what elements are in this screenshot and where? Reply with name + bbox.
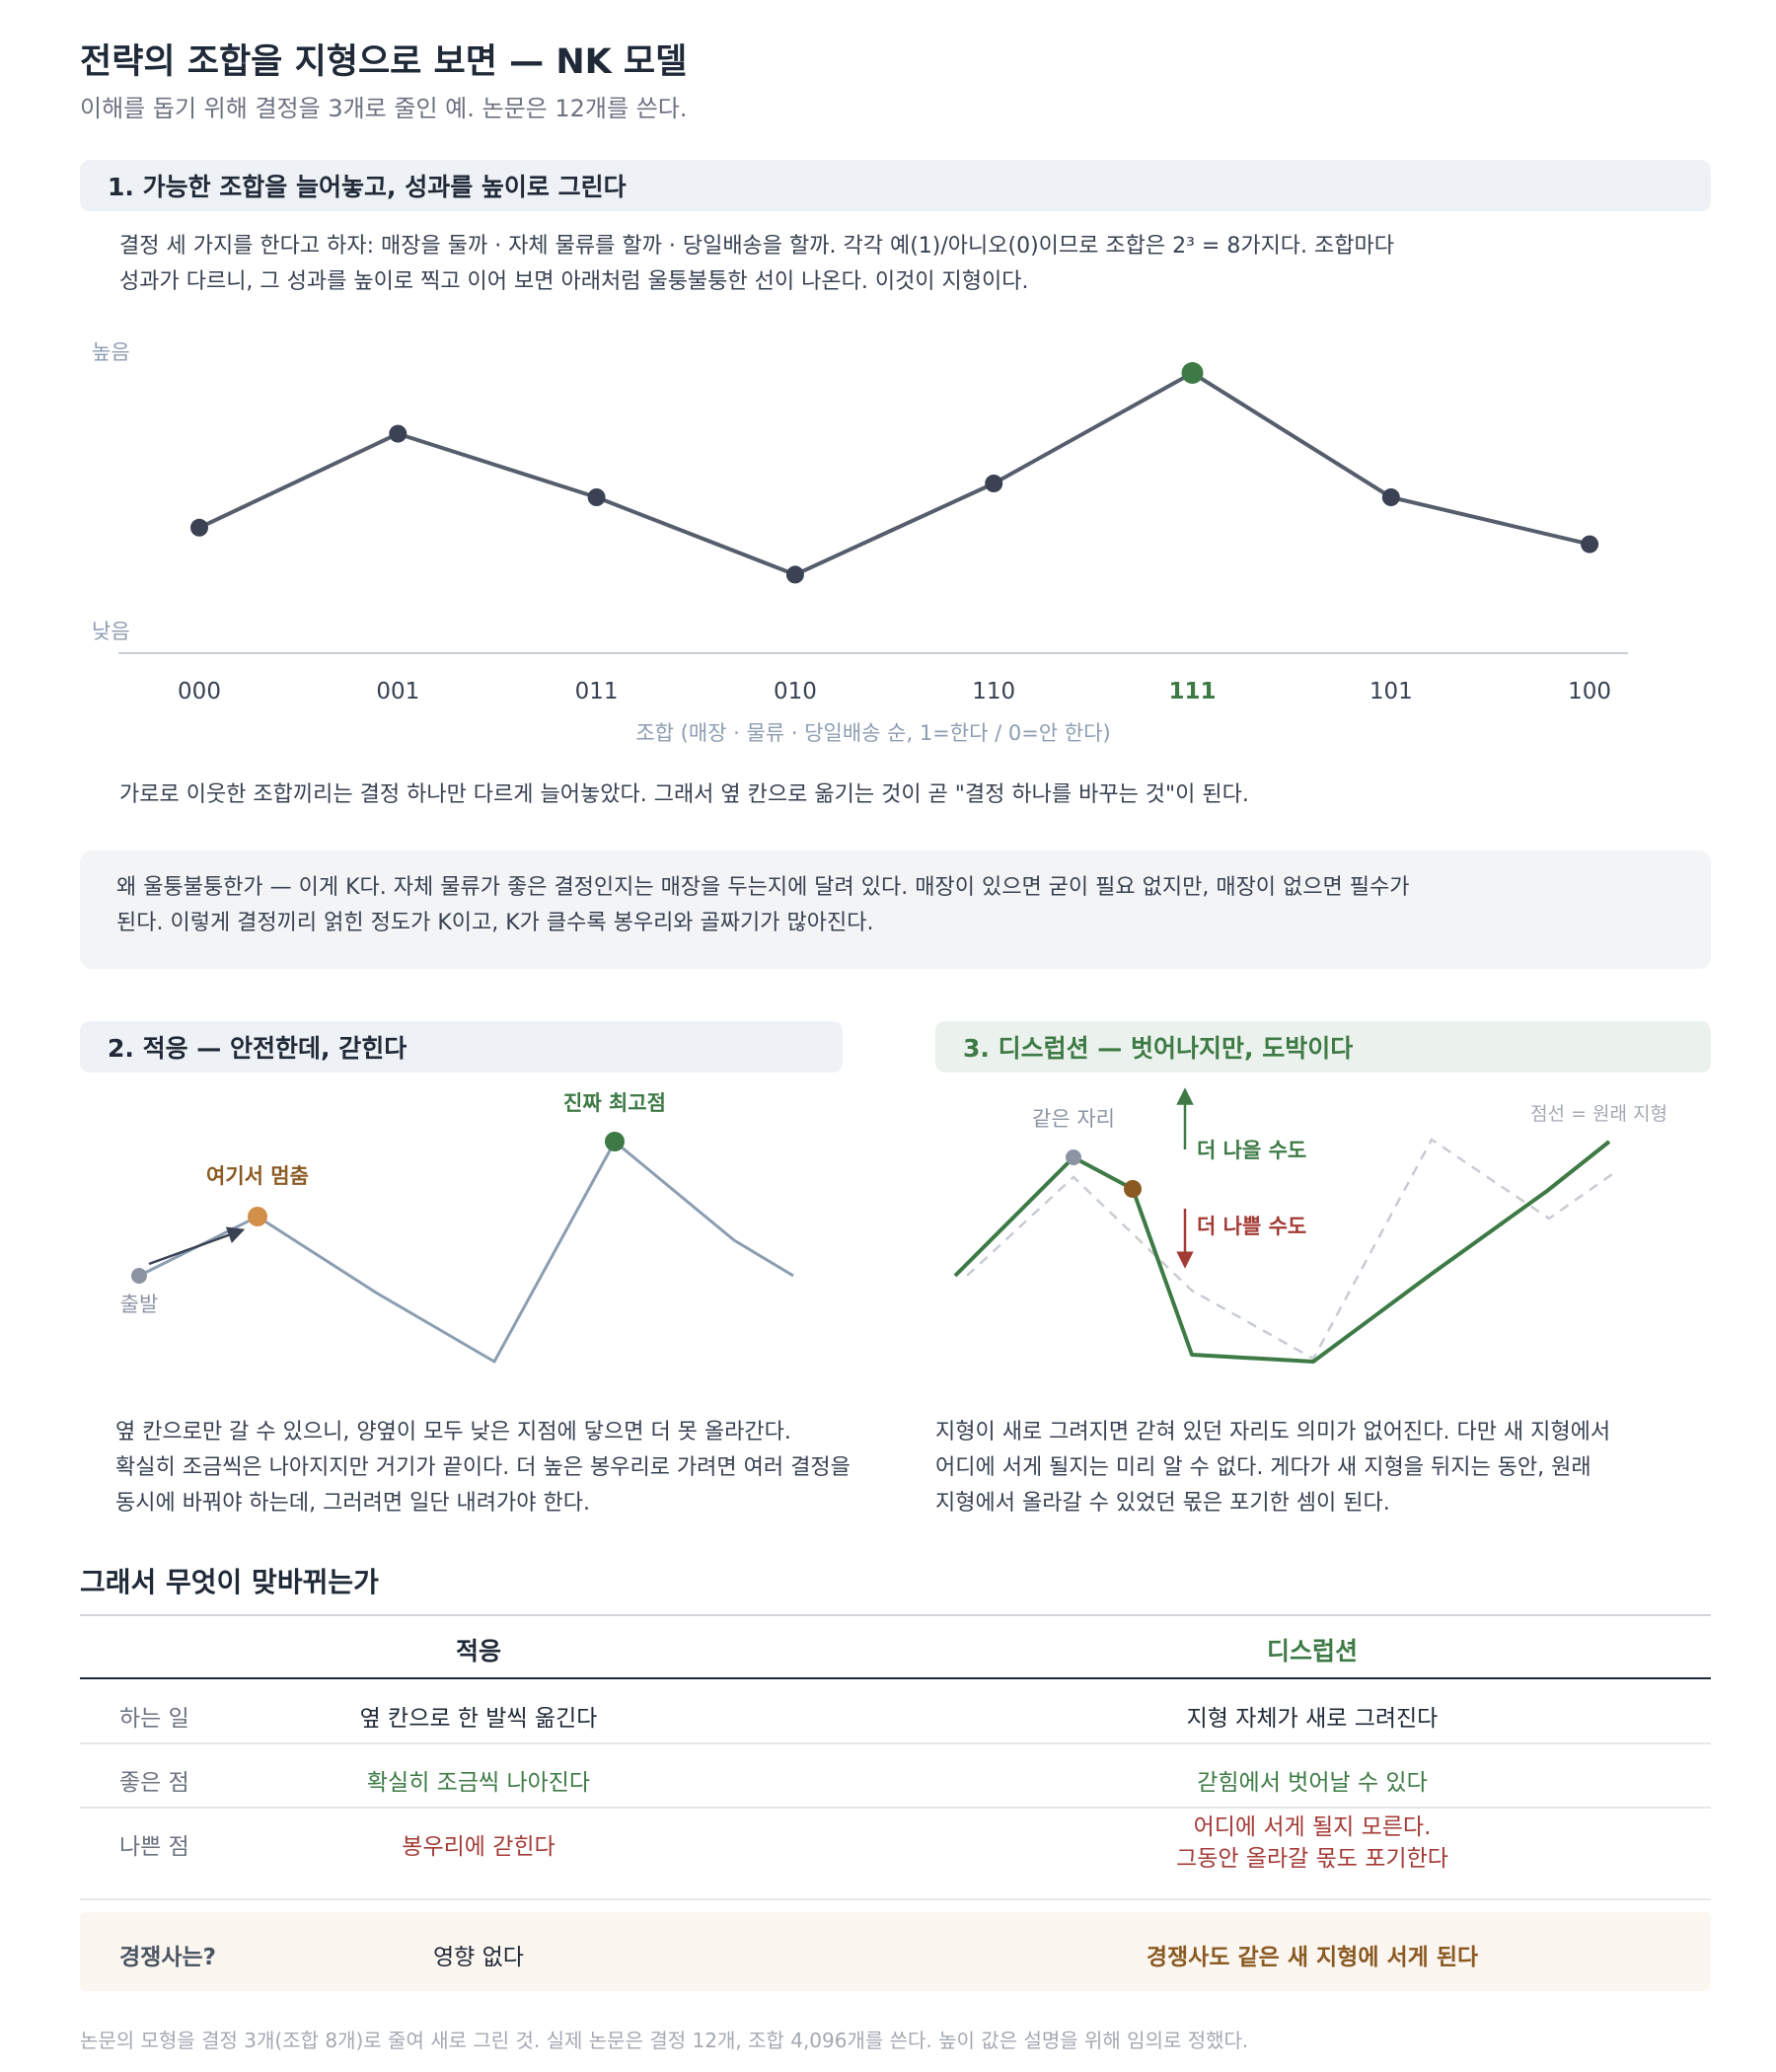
dashed-legend-label: 점선 = 원래 지형 [1530, 1103, 1667, 1125]
row-label-pros: 좋은 점 [119, 1770, 189, 1796]
section2-desc-line2: 확실히 조금씩은 나아지지만 거기가 끝이다. 더 높은 봉우리로 가려면 여러… [115, 1455, 851, 1480]
k-note-line1: 왜 울퉁불퉁한가 — 이게 K다. 자체 물류가 좋은 결정인지는 매장을 두는… [116, 875, 1410, 900]
adapt-competitor-cell: 영향 없다 [433, 1945, 524, 1970]
table-row-rule-3 [80, 1898, 1711, 1900]
same-position-point [1066, 1149, 1081, 1165]
data-point-010 [785, 565, 804, 584]
page-title: 전략의 조합을 지형으로 보면 — NK 모델 [80, 42, 688, 82]
section2-desc-line1: 옆 칸으로만 갈 수 있으니, 양옆이 모두 낮은 지점에 닿으면 더 못 올라… [115, 1420, 791, 1444]
section2-heading: 2. 적응 — 안전한데, 갇힌다 [108, 1034, 407, 1063]
section1-intro: 결정 세 가지를 한다고 하자: 매장을 둘까 · 자체 물류를 할까 · 당일… [119, 229, 1698, 300]
better-label: 더 나을 수도 [1197, 1139, 1306, 1162]
data-point-001 [389, 424, 407, 443]
table-top-rule [80, 1614, 1711, 1616]
row-label-cons: 나쁜 점 [119, 1834, 189, 1860]
true-peak-point [605, 1132, 625, 1151]
data-point-100 [1581, 535, 1599, 554]
competitor-row [80, 1912, 1711, 1991]
section3-desc-line3: 지형에서 올라갈 수 있었던 몫은 포기한 셈이 된다. [935, 1491, 1390, 1516]
section1-heading: 1. 가능한 조합을 늘어놓고, 성과를 높이로 그린다 [108, 173, 627, 201]
col-header-disrupt: 디스럽션 [1266, 1637, 1358, 1665]
landscape-chart: 높음 낮음 000 001 011 010 110 111 101 100 조합 (매장 · … [92, 340, 1628, 745]
k-note-box: 왜 울퉁불퉁한가 — 이게 K다. 자체 물류가 좋은 결정인지는 매장을 두는… [80, 851, 1711, 969]
table-header-rule [80, 1677, 1711, 1679]
y-label-low: 낮음 [92, 620, 130, 643]
section3-desc: 지형이 새로 그려지면 갇혀 있던 자리도 의미가 없어진다. 다만 새 지형에… [935, 1415, 1711, 1521]
data-point-101 [1381, 488, 1400, 506]
new-landscape-line [953, 1140, 1611, 1364]
section2-heading-bar: 2. 적응 — 안전한데, 갇힌다 [80, 1021, 843, 1073]
footer-note: 논문의 모형을 결정 3개(조합 8개)로 줄여 새로 그린 것. 실제 논문은… [80, 2029, 1249, 2052]
same-position-label: 같은 자리 [1032, 1107, 1115, 1131]
data-point-000 [190, 518, 208, 537]
row-label-does: 하는 일 [119, 1706, 189, 1732]
original-landscape-dashed-line [966, 1138, 1613, 1361]
table-row-rule-2 [80, 1807, 1711, 1809]
x-tick-label-001: 001 [376, 679, 419, 704]
section3-desc-line2: 어디에 서게 될지는 미리 알 수 없다. 게다가 새 지형을 뒤지는 동안, … [935, 1455, 1591, 1480]
adapt-pros-cell: 확실히 조금씩 나아진다 [366, 1770, 591, 1796]
x-tick-label-101: 101 [1369, 679, 1413, 704]
x-tick-label-010: 010 [774, 679, 817, 704]
series-line [198, 371, 1591, 577]
col-header-adapt: 적응 [455, 1637, 501, 1665]
disrupt-cons-line1: 어디에 서게 될지 모른다. [1193, 1814, 1432, 1840]
adaptation-diagram: 출발 여기서 멈춤 진짜 최고점 [120, 1091, 794, 1364]
adaptation-step-arrow [148, 1226, 246, 1266]
data-point-011 [587, 488, 606, 506]
page-subtitle: 이해를 돕기 위해 결정을 3개로 줄인 예. 논문은 12개를 쓴다. [80, 95, 688, 122]
section2-desc: 옆 칸으로만 갈 수 있으니, 양옆이 모두 낮은 지점에 닿으면 더 못 올라… [115, 1415, 865, 1521]
section1-intro-line2: 성과가 다르니, 그 성과를 높이로 찍고 이어 보면 아래처럼 울퉁불퉁한 선… [119, 269, 1029, 294]
x-tick-label-100: 100 [1568, 679, 1611, 704]
x-axis-label: 조합 (매장 · 물류 · 당일배송 순, 1=한다 / 0=안 한다) [635, 721, 1110, 745]
section1-heading-bar: 1. 가능한 조합을 늘어놓고, 성과를 높이로 그린다 [80, 160, 1711, 211]
section1-after-chart: 가로로 이웃한 조합끼리는 결정 하나만 다르게 늘어놓았다. 그래서 옆 칸으… [119, 782, 1249, 807]
disruption-diagram: 같은 자리 점선 = 원래 지형 더 나을 수도 더 나쁠 수도 [953, 1087, 1667, 1364]
true-peak-label: 진짜 최고점 [563, 1091, 666, 1115]
disrupt-pros-cell: 갇힘에서 벗어날 수 있다 [1197, 1770, 1428, 1796]
y-label-high: 높음 [92, 340, 130, 364]
adapt-does-cell: 옆 칸으로 한 발씩 옮긴다 [359, 1706, 598, 1732]
row-label-competitor: 경쟁사는? [119, 1945, 216, 1970]
x-tick-label-011: 011 [575, 679, 619, 704]
data-point-111 [1181, 362, 1204, 384]
disrupt-cons-line2: 그동안 올라갈 몫도 포기한다 [1176, 1846, 1448, 1872]
new-position-point [1124, 1180, 1142, 1198]
start-label: 출발 [120, 1293, 159, 1316]
disrupt-does-cell: 지형 자체가 새로 그려진다 [1186, 1706, 1439, 1732]
disrupt-competitor-cell: 경쟁사도 같은 새 지형에 서게 된다 [1146, 1945, 1479, 1970]
start-point [131, 1268, 147, 1284]
section3-heading-bar: 3. 디스럽션 — 벗어나지만, 도박이다 [935, 1021, 1711, 1073]
section1-intro-line1: 결정 세 가지를 한다고 하자: 매장을 둘까 · 자체 물류를 할까 · 당일… [119, 234, 1394, 259]
adapt-cons-cell: 봉우리에 갇힌다 [402, 1834, 555, 1860]
data-point-110 [985, 475, 1003, 492]
x-tick-label-110: 110 [972, 679, 1015, 704]
disrupt-cons-cell: 어디에 서게 될지 모른다. 그동안 올라갈 몫도 포기한다 [1066, 1812, 1559, 1875]
section3-heading: 3. 디스럽션 — 벗어나지만, 도박이다 [963, 1034, 1354, 1063]
x-tick-label-111: 111 [1168, 679, 1216, 704]
worse-label: 더 나쁠 수도 [1197, 1215, 1306, 1238]
stop-label: 여기서 멈춤 [206, 1164, 309, 1188]
k-note-line2: 된다. 이렇게 결정끼리 얽힌 정도가 K이고, K가 클수록 봉우리와 골짜기… [116, 911, 874, 935]
section3-desc-line1: 지형이 새로 그려지면 갇혀 있던 자리도 의미가 없어진다. 다만 새 지형에… [935, 1420, 1611, 1444]
stop-point [248, 1207, 267, 1226]
comparison-heading: 그래서 무엇이 맞바뀌는가 [80, 1566, 379, 1598]
x-tick-label-000: 000 [178, 679, 221, 704]
section2-desc-line3: 동시에 바꿔야 하는데, 그러려면 일단 내려가야 한다. [115, 1491, 590, 1516]
table-row-rule-1 [80, 1742, 1711, 1744]
